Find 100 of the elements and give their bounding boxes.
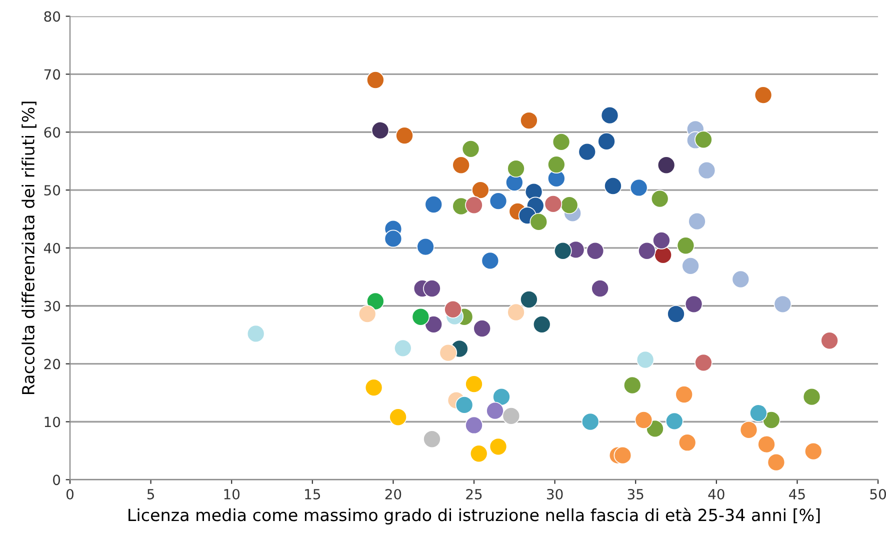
point [394,339,412,358]
point [578,142,596,161]
point [396,126,414,145]
point [646,420,664,438]
x-tick-label: 20 [385,488,402,500]
point [452,156,470,174]
point [416,238,434,256]
point [675,386,694,404]
point [682,256,700,275]
point [604,177,622,195]
x-tick-label: 50 [870,488,886,500]
point [486,402,504,420]
y-tick-label: 0 [53,474,60,486]
point [472,181,490,199]
point [507,160,525,178]
y-tick-label: 80 [44,11,60,22]
point [492,388,510,406]
point [481,252,500,270]
point [520,290,538,308]
point [384,230,402,248]
point [694,354,712,372]
point [412,308,430,326]
point [684,295,703,314]
point [802,388,821,406]
x-tick-label: 35 [628,488,644,500]
point [740,420,758,439]
x-tick-label: 25 [466,488,482,500]
point [774,295,792,314]
point [758,435,776,454]
x-axis-title: Licenza media come massimo grado di istruzione nella fascia di età 25-34 anni [%] [128,508,820,524]
point [424,316,443,334]
point [665,412,684,430]
point [544,195,562,213]
y-tick-label: 50 [44,185,60,196]
x-tick-label: 40 [708,488,724,500]
point [439,344,458,362]
y-axis-title: Raccolta differenziata dei rifiuti [%] [22,102,36,394]
point [678,434,696,452]
point [600,106,619,124]
point [473,320,492,338]
point [560,196,578,214]
point [358,305,376,323]
x-tick-label: 45 [789,489,805,500]
point [465,416,483,434]
point [502,407,520,425]
point [667,305,685,323]
point [520,112,538,130]
point [591,280,609,298]
x-tick-label: 30 [547,488,563,500]
point [465,375,483,394]
x-tick-label: 0 [66,488,74,500]
point [364,378,383,396]
point [586,242,604,260]
point [530,212,548,231]
point [371,121,390,140]
y-tick-label: 60 [44,127,60,138]
x-tick-label: 10 [224,488,240,500]
point [694,130,712,149]
point [820,332,838,350]
point [444,300,462,318]
y-tick-label: 40 [44,242,60,254]
point [804,442,822,460]
point [507,303,525,322]
y-tick-label: 20 [44,358,60,370]
point [423,430,441,448]
point [548,156,566,174]
point [614,446,632,464]
point [389,408,407,426]
point [638,242,656,260]
y-tick-label: 70 [44,69,60,80]
point [366,292,384,310]
point [554,242,572,260]
point [470,444,488,463]
x-tick-label: 15 [305,489,320,500]
point [767,453,786,472]
point [657,156,676,174]
x-tick-label: 5 [147,489,154,500]
point [246,324,265,343]
point [532,316,551,334]
point [462,140,480,158]
point [732,270,750,288]
point [455,396,474,414]
point [424,196,443,214]
point [762,411,780,429]
point [581,412,600,431]
point [366,71,384,89]
point [489,192,508,210]
point [698,161,716,180]
point [676,236,695,255]
point [489,438,508,456]
point [688,212,706,230]
point [634,411,653,429]
y-tick-label: 10 [44,416,60,428]
point [423,280,441,298]
point [465,196,483,214]
point [750,404,768,422]
point [754,86,772,104]
point [652,232,670,250]
point [623,376,642,394]
point [630,178,648,197]
